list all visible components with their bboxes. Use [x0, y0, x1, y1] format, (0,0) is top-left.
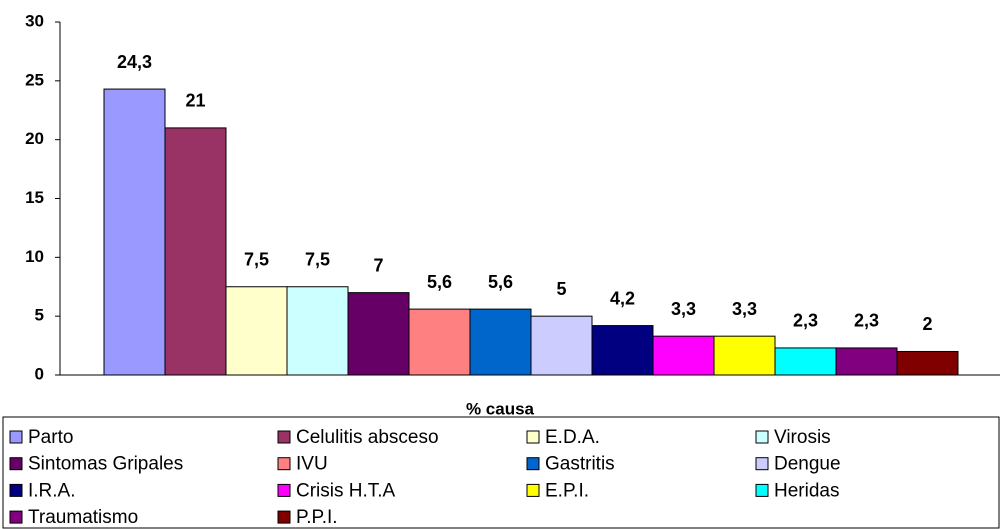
legend-swatch	[526, 430, 540, 444]
legend-label: Gastritis	[545, 454, 615, 475]
data-label: 21	[185, 91, 205, 111]
data-label: 2,3	[793, 311, 818, 331]
legend-box	[2, 416, 1000, 529]
legend-swatch	[526, 457, 540, 471]
legend-swatch	[277, 430, 291, 444]
legend-swatch	[9, 510, 23, 524]
legend-swatch	[755, 457, 769, 471]
bar	[347, 292, 410, 376]
legend-label: Parto	[28, 427, 73, 448]
legend-label: Celulitis absceso	[296, 427, 439, 448]
bar	[896, 350, 959, 376]
legend-label: Virosis	[774, 427, 831, 448]
bar	[286, 286, 349, 376]
bar	[652, 335, 715, 376]
bar	[103, 88, 166, 376]
data-label: 5	[556, 279, 566, 299]
legend-swatch	[755, 483, 769, 497]
bar	[774, 347, 837, 376]
y-tick-label: 0	[35, 364, 44, 383]
bar	[408, 308, 471, 376]
legend-swatch	[277, 510, 291, 524]
data-label: 7	[373, 255, 383, 275]
data-label: 24,3	[117, 52, 152, 72]
legend-swatch	[9, 430, 23, 444]
legend-swatch	[9, 457, 23, 471]
data-label: 3,3	[671, 299, 696, 319]
legend-swatch	[277, 457, 291, 471]
data-label: 2,3	[854, 311, 879, 331]
bar	[530, 315, 593, 376]
y-tick-label: 25	[25, 70, 44, 89]
legend-label: E.D.A.	[545, 427, 600, 448]
data-label: 2	[922, 314, 932, 334]
data-label: 7,5	[244, 250, 269, 270]
legend-label: IVU	[296, 454, 328, 475]
y-tick-label: 5	[35, 306, 44, 325]
bar	[835, 347, 898, 376]
legend-swatch	[755, 430, 769, 444]
legend-label: Traumatismo	[28, 507, 138, 528]
y-tick-label: 20	[25, 129, 44, 148]
data-label: 5,6	[488, 272, 513, 292]
data-label: 3,3	[732, 299, 757, 319]
legend-label: P.P.I.	[296, 507, 338, 528]
legend-label: Crisis H.T.A	[296, 480, 396, 501]
bar	[713, 335, 776, 376]
y-tick-label: 15	[25, 188, 44, 207]
legend-swatch	[526, 483, 540, 497]
legend-label: E.P.I.	[545, 480, 589, 501]
data-label: 7,5	[305, 250, 330, 270]
legend-label: I.R.A.	[28, 480, 76, 501]
legend-label: Dengue	[774, 454, 841, 475]
legend-swatch	[277, 483, 291, 497]
legend-label: Heridas	[774, 480, 839, 501]
x-tick-label: % causa	[466, 399, 535, 418]
legend-label: Sintomas Gripales	[28, 454, 183, 475]
bar	[225, 286, 288, 376]
data-label: 4,2	[610, 288, 635, 308]
y-tick-label: 10	[25, 247, 44, 266]
bar	[164, 127, 227, 376]
data-label: 5,6	[427, 272, 452, 292]
bar	[469, 308, 532, 376]
legend-swatch	[9, 483, 23, 497]
y-tick-label: 30	[25, 11, 44, 30]
bar	[591, 325, 654, 376]
